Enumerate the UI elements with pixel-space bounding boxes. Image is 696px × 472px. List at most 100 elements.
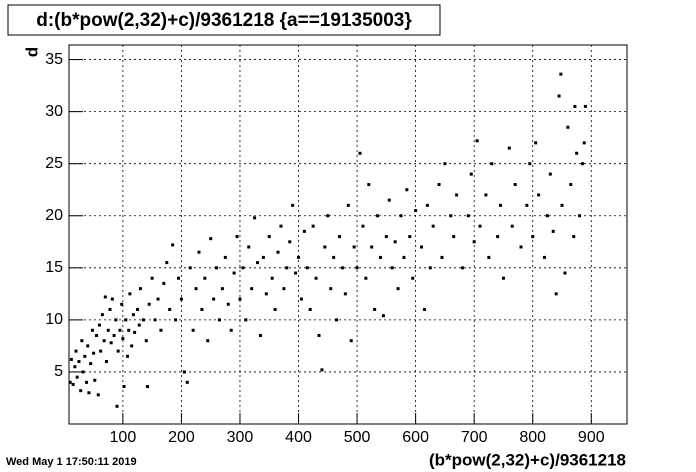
point xyxy=(80,339,84,343)
point xyxy=(150,276,154,280)
point xyxy=(452,235,456,239)
point xyxy=(332,255,336,259)
point xyxy=(299,297,303,301)
point xyxy=(270,276,274,280)
point xyxy=(340,266,344,270)
point xyxy=(241,266,245,270)
point xyxy=(545,214,549,218)
point xyxy=(229,328,233,332)
point xyxy=(87,391,91,395)
x-tick-label: 400 xyxy=(285,429,312,446)
point xyxy=(291,203,295,207)
point xyxy=(390,266,394,270)
point xyxy=(352,245,356,249)
point xyxy=(156,297,160,301)
point xyxy=(419,245,423,249)
point xyxy=(128,292,132,296)
point xyxy=(405,188,409,192)
point xyxy=(513,183,517,187)
point xyxy=(176,276,180,280)
point xyxy=(425,203,429,207)
point xyxy=(103,295,107,299)
point xyxy=(402,255,406,259)
point xyxy=(188,266,192,270)
point xyxy=(282,287,286,291)
point xyxy=(314,276,318,280)
x-axis-label: (b*pow(2,32)+c)/9361218 xyxy=(429,450,626,469)
point xyxy=(244,318,248,322)
point xyxy=(519,245,523,249)
point xyxy=(326,214,330,218)
point xyxy=(197,250,201,254)
x-tick-label: 600 xyxy=(402,429,429,446)
point xyxy=(528,162,532,166)
point xyxy=(144,339,148,343)
point xyxy=(460,266,464,270)
point xyxy=(323,245,327,249)
point xyxy=(127,328,131,332)
point xyxy=(122,385,126,389)
point xyxy=(475,139,479,143)
point xyxy=(206,339,210,343)
point xyxy=(370,245,374,249)
point xyxy=(100,313,104,317)
point xyxy=(168,307,172,311)
point xyxy=(288,240,292,244)
point xyxy=(116,349,120,353)
point xyxy=(264,292,268,296)
point xyxy=(171,243,175,247)
point xyxy=(367,183,371,187)
point xyxy=(358,151,362,155)
point xyxy=(174,318,178,322)
point xyxy=(443,162,447,166)
point xyxy=(496,235,500,239)
point xyxy=(346,203,350,207)
point xyxy=(85,380,89,384)
point xyxy=(182,370,186,374)
point xyxy=(131,313,135,317)
point xyxy=(437,183,441,187)
point xyxy=(569,183,573,187)
point xyxy=(285,266,289,270)
point xyxy=(378,255,382,259)
point xyxy=(112,333,116,337)
point xyxy=(97,323,101,327)
point xyxy=(68,380,72,384)
x-tick-label: 500 xyxy=(344,429,371,446)
y-tick-label: 5 xyxy=(54,363,63,380)
x-tick-label: 300 xyxy=(227,429,254,446)
point xyxy=(393,240,397,244)
point xyxy=(226,302,230,306)
x-tick-label: 900 xyxy=(578,429,605,446)
point xyxy=(490,162,494,166)
point xyxy=(478,224,482,228)
point xyxy=(361,224,365,228)
point xyxy=(557,94,561,98)
point xyxy=(93,378,97,382)
point xyxy=(185,380,189,384)
point xyxy=(126,354,130,358)
y-tick-label: 15 xyxy=(45,259,63,276)
point xyxy=(335,318,339,322)
point xyxy=(141,318,145,322)
point xyxy=(469,172,473,176)
point xyxy=(165,261,169,265)
point xyxy=(120,302,124,306)
point xyxy=(455,193,459,197)
point xyxy=(329,287,333,291)
point xyxy=(575,151,579,155)
point xyxy=(560,203,564,207)
point xyxy=(95,333,99,337)
point xyxy=(466,214,470,218)
point xyxy=(256,261,260,265)
point xyxy=(258,333,262,337)
y-tick-label: 25 xyxy=(45,155,63,172)
point xyxy=(499,203,503,207)
point xyxy=(297,255,301,259)
point xyxy=(563,271,567,275)
point xyxy=(133,330,137,334)
point xyxy=(247,245,251,249)
point xyxy=(90,328,94,332)
point xyxy=(130,344,134,348)
